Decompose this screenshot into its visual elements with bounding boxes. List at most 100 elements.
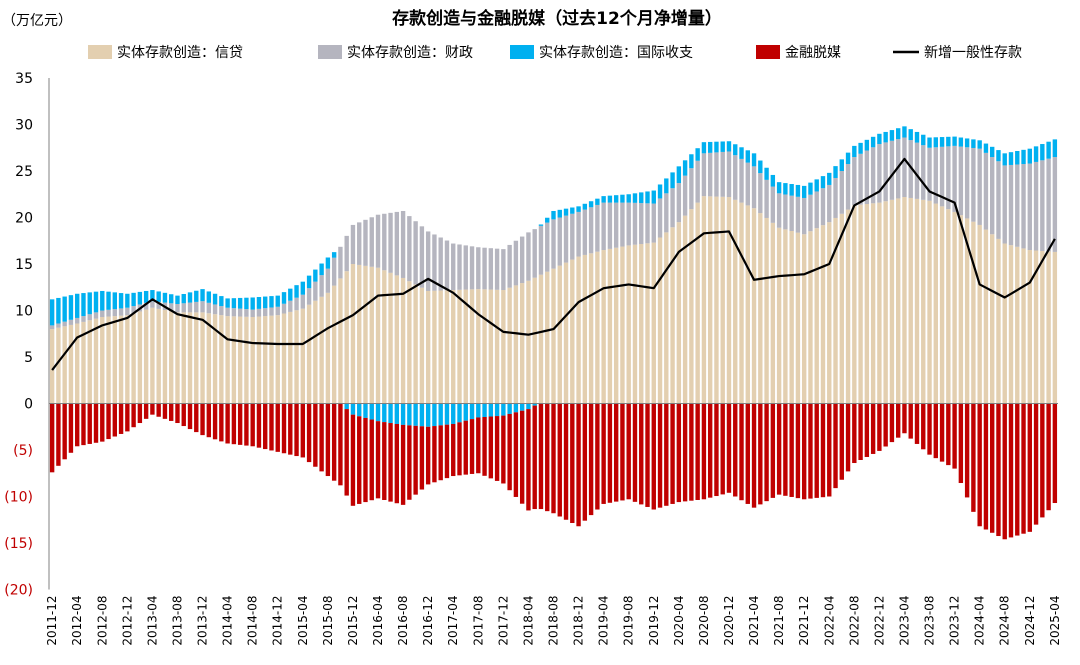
bar-series3-m11 bbox=[118, 403, 124, 434]
bar-series3-m148 bbox=[977, 403, 982, 527]
bar-series3-m137 bbox=[908, 403, 913, 439]
bar-series2-m65 bbox=[457, 403, 462, 423]
bar-series2-m42 bbox=[313, 269, 318, 282]
bar-series1-m82 bbox=[563, 215, 569, 263]
bar-series0-m11 bbox=[118, 315, 124, 404]
bar-series2-m81 bbox=[557, 209, 562, 218]
bar-series0-m47 bbox=[344, 271, 349, 404]
bar-series0-m95 bbox=[645, 243, 650, 404]
bar-series1-m10 bbox=[112, 309, 117, 317]
bar-series2-m140 bbox=[927, 137, 932, 148]
x-tick-label: 2020-08 bbox=[697, 596, 711, 646]
bar-series3-m111 bbox=[745, 403, 750, 504]
bar-series3-m69 bbox=[482, 416, 487, 476]
bar-series2-m85 bbox=[582, 203, 588, 210]
bar-series3-m0 bbox=[49, 403, 55, 473]
bar-series0-m124 bbox=[827, 222, 832, 404]
bar-series3-m122 bbox=[814, 403, 819, 498]
bar-series3-m144 bbox=[952, 403, 957, 469]
bar-series3-m97 bbox=[657, 403, 663, 508]
bar-series1-m152 bbox=[1002, 165, 1007, 244]
bar-series2-m51 bbox=[369, 403, 374, 420]
x-tick-label: 2013-12 bbox=[196, 596, 210, 646]
bar-series3-m130 bbox=[864, 403, 870, 457]
bar-series3-m17 bbox=[156, 403, 161, 417]
bar-series3-m138 bbox=[914, 403, 920, 444]
bar-series2-m5 bbox=[81, 293, 86, 317]
bar-series0-m80 bbox=[551, 268, 556, 404]
x-tick-label: 2020-12 bbox=[722, 596, 736, 646]
bar-series2-m139 bbox=[921, 134, 926, 146]
bar-series3-m73 bbox=[507, 413, 512, 491]
bar-series2-m15 bbox=[143, 290, 149, 303]
bar-series2-m72 bbox=[501, 403, 506, 416]
bar-series2-m54 bbox=[388, 403, 393, 424]
bar-series0-m43 bbox=[319, 296, 324, 404]
x-tick-label: 2020-04 bbox=[672, 596, 686, 646]
bar-series1-m56 bbox=[400, 210, 406, 278]
bar-series1-m143 bbox=[946, 146, 951, 210]
x-tick-label: 2019-12 bbox=[647, 596, 661, 646]
bar-series2-m32 bbox=[250, 297, 255, 310]
bar-series2-m132 bbox=[877, 133, 882, 145]
bar-series3-m29 bbox=[231, 403, 237, 445]
bar-series0-m72 bbox=[501, 290, 506, 404]
x-tick-label: 2013-08 bbox=[171, 596, 185, 646]
x-tick-label: 2012-04 bbox=[70, 596, 84, 646]
bar-series3-m32 bbox=[250, 403, 255, 447]
bar-series1-m64 bbox=[451, 243, 456, 291]
bar-series0-m155 bbox=[1021, 248, 1026, 404]
bar-series3-m95 bbox=[645, 403, 650, 507]
bar-series1-m61 bbox=[432, 234, 437, 291]
bar-series1-m101 bbox=[682, 175, 688, 216]
bar-series2-m137 bbox=[908, 129, 913, 141]
bar-series2-m128 bbox=[852, 145, 857, 158]
bar-series2-m133 bbox=[883, 131, 888, 143]
bar-series3-m121 bbox=[808, 403, 813, 499]
bar-series3-m58 bbox=[413, 425, 418, 495]
x-tick-label: 2023-12 bbox=[948, 596, 962, 646]
bar-series3-m75 bbox=[519, 410, 525, 504]
bar-series2-m26 bbox=[212, 293, 218, 305]
bar-series1-m9 bbox=[106, 309, 111, 317]
bar-series1-m78 bbox=[538, 225, 544, 275]
bar-series2-m49 bbox=[357, 403, 362, 417]
bar-series2-m63 bbox=[444, 403, 450, 425]
bar-series1-m99 bbox=[670, 188, 675, 228]
bar-series2-m66 bbox=[463, 403, 468, 421]
axes bbox=[48, 78, 1058, 590]
bar-series3-m54 bbox=[388, 423, 393, 502]
bar-series3-m99 bbox=[670, 403, 675, 504]
bar-series3-m20 bbox=[175, 403, 180, 424]
bar-series0-m17 bbox=[156, 308, 161, 404]
bar-series0-m100 bbox=[676, 222, 682, 404]
bar-series1-m145 bbox=[958, 146, 964, 216]
bar-series2-m126 bbox=[839, 159, 844, 171]
bar-series0-m20 bbox=[175, 312, 180, 404]
bar-series1-m58 bbox=[413, 221, 418, 285]
bar-series2-m141 bbox=[933, 137, 938, 148]
x-tick-label: 2019-08 bbox=[622, 596, 636, 646]
bar-series1-m158 bbox=[1040, 160, 1045, 251]
bar-series0-m73 bbox=[507, 287, 512, 404]
bar-series1-m26 bbox=[212, 304, 218, 315]
bar-series1-m27 bbox=[219, 306, 224, 316]
bar-series1-m25 bbox=[206, 302, 212, 314]
bar-series2-m130 bbox=[864, 139, 870, 151]
bar-series3-m160 bbox=[1052, 403, 1058, 504]
bar-series2-m11 bbox=[118, 293, 124, 309]
bar-series0-m127 bbox=[845, 209, 851, 404]
bar-series0-m0 bbox=[49, 329, 55, 404]
bar-series1-m139 bbox=[921, 145, 926, 200]
bar-series2-m121 bbox=[808, 182, 813, 195]
bar-series1-m75 bbox=[519, 236, 525, 284]
bar-series3-m110 bbox=[739, 403, 744, 501]
bar-series2-m53 bbox=[382, 403, 387, 423]
bar-series1-m118 bbox=[789, 195, 794, 231]
bar-series3-m134 bbox=[889, 403, 895, 443]
bar-series2-m117 bbox=[783, 183, 788, 195]
bar-series0-m156 bbox=[1027, 250, 1032, 404]
bar-series0-m45 bbox=[331, 285, 337, 404]
chart-title: 存款创造与金融脱媒（过去12个月净增量） bbox=[392, 8, 722, 29]
bar-series2-m59 bbox=[419, 403, 425, 427]
